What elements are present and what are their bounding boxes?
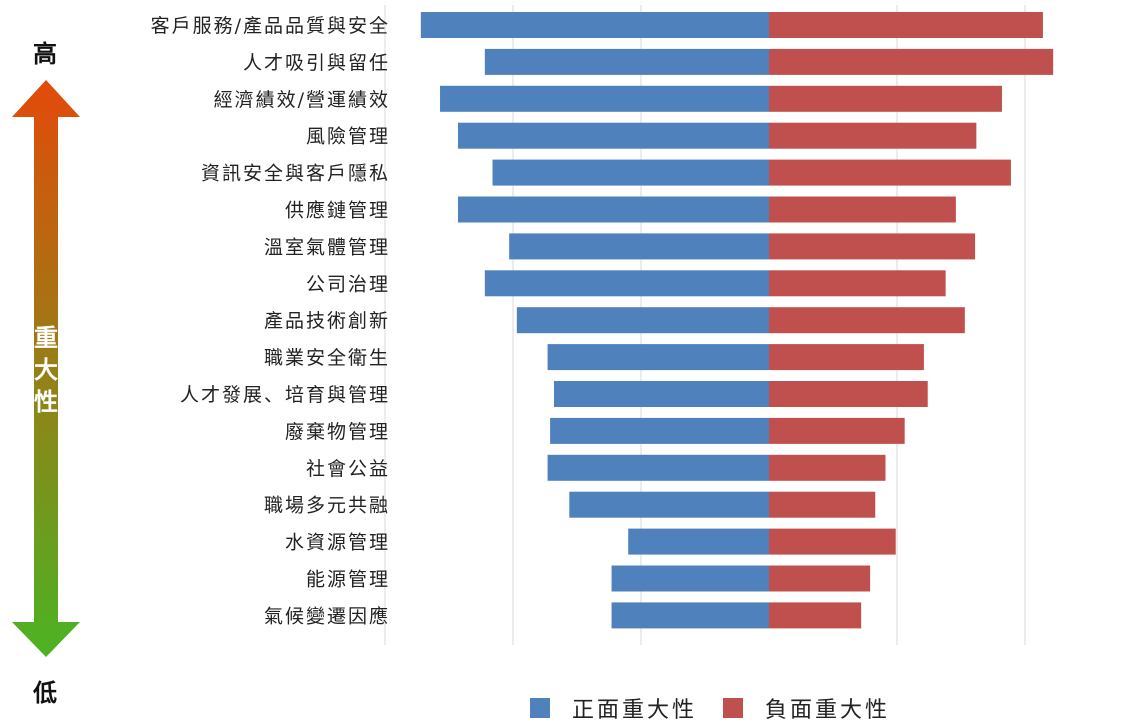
bar-negative — [769, 159, 1011, 186]
legend-label-positive: 正面重大性 — [572, 698, 698, 723]
legend-item-negative: 負面重大性 — [723, 692, 890, 724]
bar-negative — [769, 196, 956, 223]
bar-positive — [484, 48, 769, 75]
bar-negative — [769, 565, 871, 592]
chart-plot: 客戶服務/產品品質與安全人才吸引與留任經濟績效/營運績效風險管理資訊安全與客戶隱… — [12, 5, 1054, 657]
category-label: 公司治理 — [306, 273, 390, 295]
bar-negative — [769, 48, 1054, 75]
bar-negative — [769, 417, 905, 444]
bar-negative — [769, 381, 928, 407]
bar-positive — [628, 528, 769, 555]
importance-low-label: 低 — [33, 678, 57, 707]
category-label: 人才發展、培育與管理 — [180, 384, 390, 406]
bar-positive — [547, 454, 769, 481]
bar-positive — [457, 122, 769, 149]
bar-negative — [769, 85, 1002, 112]
bar-positive — [547, 344, 769, 371]
category-label: 氣候變遷因應 — [264, 604, 390, 627]
bar-negative — [769, 270, 946, 297]
category-labels: 客戶服務/產品品質與安全人才吸引與留任經濟績效/營運績效風險管理資訊安全與客戶隱… — [151, 15, 390, 627]
category-label: 溫室氣體管理 — [264, 236, 390, 258]
category-label: 廢棄物管理 — [285, 421, 390, 443]
bar-negative — [769, 528, 896, 555]
bar-negative — [769, 602, 862, 629]
bar-positive — [516, 307, 769, 334]
bars — [420, 12, 1054, 629]
legend: 正面重大性 負面重大性 — [530, 692, 916, 724]
bar-positive — [553, 381, 769, 407]
bar-positive — [484, 270, 769, 297]
category-label: 職業安全衛生 — [264, 347, 390, 369]
bar-negative — [769, 307, 965, 334]
bar-negative — [769, 233, 976, 260]
importance-high-label: 高 — [33, 39, 57, 68]
category-label: 能源管理 — [306, 569, 390, 591]
bar-positive — [611, 565, 769, 592]
category-label: 社會公益 — [306, 458, 390, 480]
bar-positive — [457, 196, 769, 223]
bar-negative — [769, 454, 886, 481]
bar-positive — [550, 417, 769, 444]
bar-positive — [569, 491, 769, 518]
category-label: 產品技術創新 — [264, 310, 390, 332]
bar-positive — [492, 159, 769, 186]
legend-swatch-positive — [530, 698, 550, 718]
legend-swatch-negative — [723, 698, 744, 718]
bar-negative — [769, 122, 977, 149]
category-label: 人才吸引與留任 — [243, 52, 390, 74]
bar-positive — [440, 85, 769, 112]
importance-arrow — [12, 80, 80, 657]
legend-item-positive: 正面重大性 — [530, 692, 697, 724]
bar-negative — [769, 12, 1043, 38]
category-label: 資訊安全與客戶隱私 — [201, 163, 390, 185]
legend-label-negative: 負面重大性 — [765, 698, 891, 723]
bar-positive — [420, 12, 769, 38]
bar-negative — [769, 344, 924, 371]
category-label: 職場多元共融 — [264, 495, 390, 517]
category-label: 經濟績效/營運績效 — [214, 89, 390, 111]
category-label: 供應鏈管理 — [285, 199, 390, 222]
bar-positive — [611, 602, 769, 629]
category-label: 客戶服務/產品品質與安全 — [151, 15, 390, 37]
bar-negative — [769, 491, 876, 518]
importance-mid-label: 重大性 — [34, 323, 58, 416]
category-label: 風險管理 — [306, 126, 390, 148]
category-label: 水資源管理 — [285, 532, 390, 554]
bar-positive — [509, 233, 769, 260]
